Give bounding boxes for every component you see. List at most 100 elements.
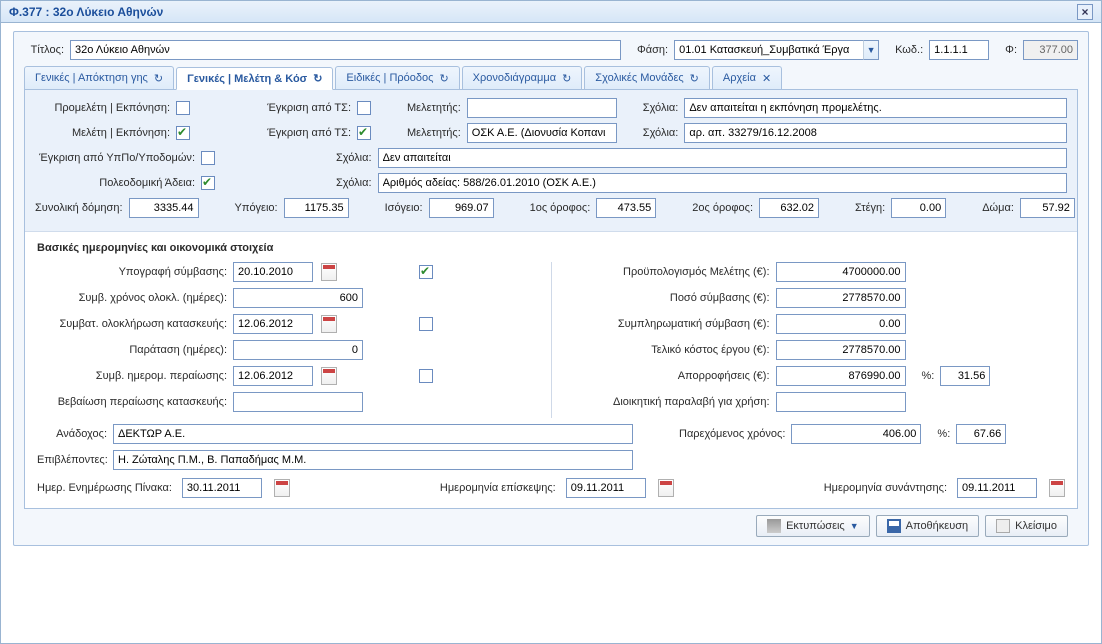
calendar-icon[interactable] [274,479,290,497]
calendar-icon[interactable] [658,479,674,497]
dioik-input[interactable] [776,392,906,412]
parex-pct-input[interactable] [956,424,1006,444]
dioik-label: Διοικητική παραλαβή για χρήση [580,396,770,408]
window-close-button[interactable]: × [1077,4,1093,20]
phi-input [1023,40,1078,60]
symb-hmerom-checkbox[interactable] [419,369,433,383]
refresh-icon: ↻ [313,72,322,85]
aporr-input[interactable] [776,366,906,386]
paratasi-input[interactable] [233,340,363,360]
ypografi-date[interactable] [233,262,313,282]
symb-hmerom-date[interactable] [233,366,313,386]
tab-schools[interactable]: Σχολικές Μονάδες↻ [584,66,710,89]
symb-xronos-label: Συμβ. χρόνος ολοκλ. (ημέρες) [37,292,227,304]
document-icon [996,519,1010,533]
calendar-icon[interactable] [1049,479,1065,497]
isogeio-input[interactable] [429,198,494,218]
tab-files[interactable]: Αρχεία✕ [712,66,782,89]
code-input[interactable] [929,40,989,60]
floor1-input[interactable] [596,198,656,218]
aporr-label: Απορροφήσεις (€) [580,370,770,382]
hmer-episk-label: Ημερομηνία επίσκεψης [440,482,556,494]
hmer-pinaka-date[interactable] [182,478,262,498]
sxolia2-label: Σχόλια [643,127,679,139]
close-tab-icon: ✕ [762,72,771,85]
parex-input[interactable] [791,424,921,444]
sxolia4-label: Σχόλια [336,177,372,189]
sympl-input[interactable] [776,314,906,334]
promeleti-checkbox[interactable] [176,101,190,115]
sxolia3-input[interactable] [378,148,1067,168]
epibl-input[interactable] [113,450,633,470]
aporr-pct-input[interactable] [940,366,990,386]
floor2-label: 2ος όροφος [692,202,753,214]
section2-title: Βασικές ημερομηνίες και οικονομικά στοιχ… [37,242,1065,254]
ypografi-checkbox[interactable] [419,265,433,279]
calendar-icon[interactable] [321,367,337,385]
poleod-checkbox[interactable] [201,176,215,190]
proyp-label: Προϋπολογισμός Μελέτης (€) [580,266,770,278]
meletitis1-input[interactable] [467,98,617,118]
floor1-label: 1ος όροφος [530,202,591,214]
anadoxos-input[interactable] [113,424,633,444]
refresh-icon: ↻ [439,72,448,85]
ypografi-label: Υπογραφή σύμβασης [37,266,227,278]
detail-window: Φ.377 : 32ο Λύκειο Αθηνών × Τίτλος Φάση … [0,0,1102,644]
symb-xronos-input[interactable] [233,288,363,308]
meleti-checkbox[interactable] [176,126,190,140]
close-button[interactable]: Κλείσιμο [985,515,1068,537]
hmer-synant-label: Ημερομηνία συνάντησης [824,482,947,494]
egkrisi-ts1-label: Έγκριση από ΤΣ [256,102,351,114]
total-area-label: Συνολική δόμηση [35,202,123,214]
floor2-input[interactable] [759,198,819,218]
proyp-input[interactable] [776,262,906,282]
egkrisi-yp-checkbox[interactable] [201,151,215,165]
sxolia1-input[interactable] [684,98,1067,118]
bebaiosi-input[interactable] [233,392,363,412]
phase-label: Φάση [637,44,668,56]
save-icon [887,519,901,533]
egkrisi-yp-label: Έγκριση από ΥπΠο/Υποδομών [35,152,195,164]
hmer-synant-date[interactable] [957,478,1037,498]
refresh-icon: ↻ [154,72,163,85]
stegi-input[interactable] [891,198,946,218]
phase-dropdown-icon[interactable]: ▼ [863,40,879,60]
meleti-label: Μελέτη | Εκπόνηση [35,127,170,139]
phase-select[interactable] [674,40,864,60]
title-input[interactable] [70,40,621,60]
title-label: Τίτλος [24,44,64,56]
tab-land[interactable]: Γενικές | Απόκτηση γης↻ [24,66,174,89]
sxolia2-input[interactable] [684,123,1067,143]
meletitis1-label: Μελετητής [407,102,461,114]
calendar-icon[interactable] [321,263,337,281]
poso-input[interactable] [776,288,906,308]
code-label: Κωδ. [895,44,923,56]
doma-input[interactable] [1020,198,1075,218]
window-title: Φ.377 : 32ο Λύκειο Αθηνών [9,5,163,19]
print-button[interactable]: Εκτυπώσεις ▼ [756,515,870,537]
calendar-icon[interactable] [321,315,337,333]
egkrisi-ts1-checkbox[interactable] [357,101,371,115]
hmer-episk-date[interactable] [566,478,646,498]
symbat-olokl-date[interactable] [233,314,313,334]
symbat-olokl-checkbox[interactable] [419,317,433,331]
meletitis2-input[interactable] [467,123,617,143]
meletitis2-label: Μελετητής [407,127,461,139]
sxolia3-label: Σχόλια [336,152,372,164]
teliko-input[interactable] [776,340,906,360]
tab-study-cost[interactable]: Γενικές | Μελέτη & Κόσ↻ [176,67,333,90]
bebaiosi-label: Βεβαίωση περαίωσης κατασκευής [37,396,227,408]
tab-schedule[interactable]: Χρονοδιάγραμμα↻ [462,66,583,89]
printer-icon [767,519,781,533]
ypogeio-input[interactable] [284,198,349,218]
save-button[interactable]: Αποθήκευση [876,515,979,537]
total-area-input[interactable] [129,198,199,218]
hmer-pinaka-label: Ημερ. Ενημέρωσης Πίνακα [37,482,172,494]
sympl-label: Συμπληρωματική σύμβαση (€) [580,318,770,330]
chevron-down-icon: ▼ [850,521,859,531]
tab-progress[interactable]: Ειδικές | Πρόοδος↻ [335,66,459,89]
stegi-label: Στέγη [855,202,885,214]
sxolia4-input[interactable] [378,173,1067,193]
promeleti-label: Προμελέτη | Εκπόνηση [35,102,170,114]
egkrisi-ts2-checkbox[interactable] [357,126,371,140]
